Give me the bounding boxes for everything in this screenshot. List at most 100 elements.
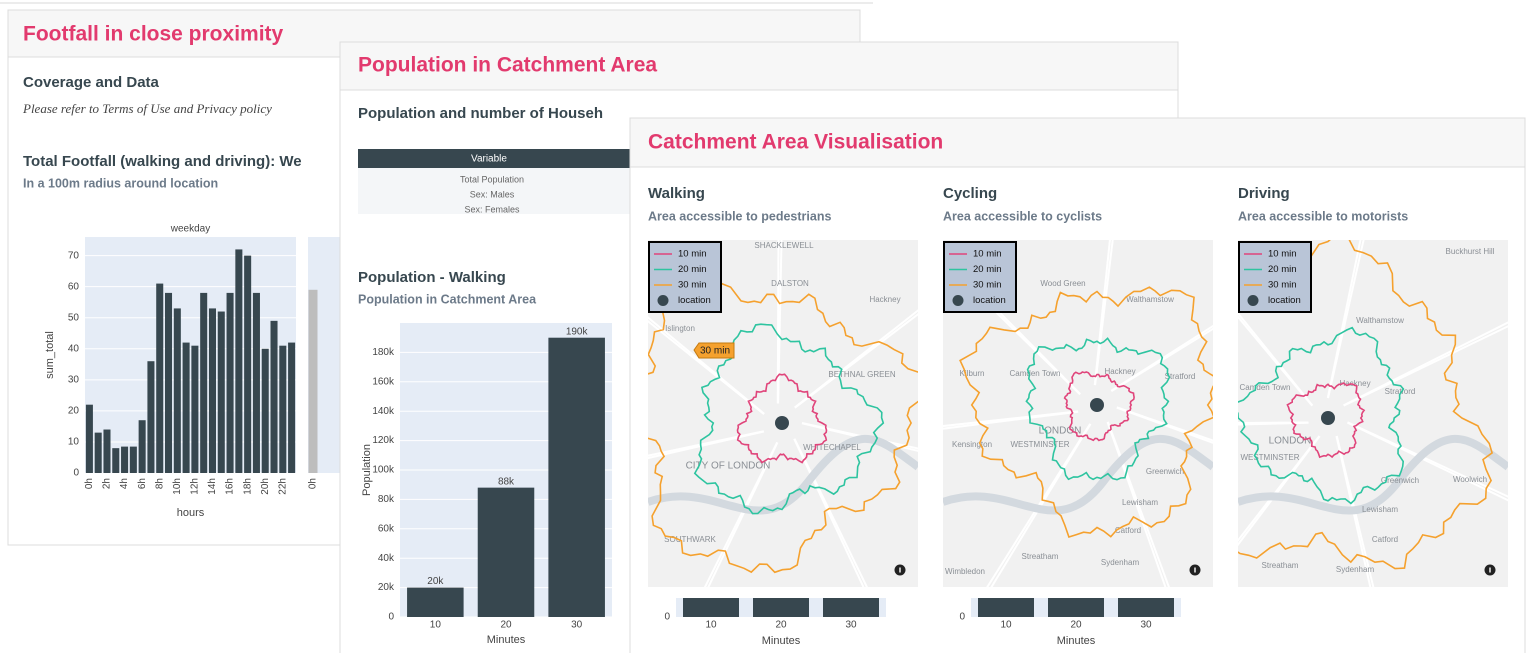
road <box>1238 315 1313 407</box>
legend-label: 20 min <box>1268 264 1297 275</box>
place-label: Islington <box>665 324 695 333</box>
bar <box>165 292 173 473</box>
place-label: LONDON <box>1039 426 1082 437</box>
place-label: Hackney <box>1104 367 1135 376</box>
place-label: Catford <box>1115 526 1141 535</box>
road <box>1327 240 1365 399</box>
place-label: Walthamstow <box>1356 316 1404 325</box>
x-tick-label: 4h <box>119 478 130 489</box>
place-label: Greenwich <box>1381 476 1419 485</box>
bar <box>244 255 252 473</box>
bar <box>477 487 535 617</box>
bar <box>279 345 287 473</box>
place-label: CITY OF LONDON <box>686 461 771 472</box>
road <box>776 240 780 404</box>
road <box>648 430 764 457</box>
place-label: Streatham <box>1022 552 1059 561</box>
x-tick-label: 0h <box>84 478 95 489</box>
place-label: WESTMINSTER <box>1240 453 1299 462</box>
place-label: Sydenham <box>1336 565 1375 574</box>
place-label: Hackney <box>869 295 900 304</box>
catchment-panel: Catchment Area Visualisation Walking Area… <box>629 117 1526 653</box>
panel-title: Population in Catchment Area <box>358 54 657 77</box>
mini-chart: 0 10 20 30 Minutes <box>664 598 886 647</box>
bar <box>226 292 234 473</box>
x-axis-label: Minutes <box>487 634 526 646</box>
y-tick-label: 80k <box>378 494 395 505</box>
road <box>943 410 1079 428</box>
x-tick-label: 20 <box>775 620 787 631</box>
isochrone <box>1286 382 1366 459</box>
plot-background <box>85 237 296 473</box>
info-icon-glyph <box>899 567 901 573</box>
location-marker <box>775 416 789 430</box>
x-tick-label: 16h <box>225 478 236 495</box>
road <box>1343 321 1508 407</box>
road <box>1326 240 1362 399</box>
bar <box>103 429 111 473</box>
place-label: LONDON <box>1269 436 1312 447</box>
map-subheading: Area accessible to pedestrians <box>648 209 831 223</box>
river <box>648 434 918 515</box>
bar <box>200 292 208 473</box>
bar <box>261 348 269 473</box>
place-label: Stratford <box>1165 372 1196 381</box>
bar <box>191 345 199 473</box>
x-tick-label: 30 <box>1140 620 1152 631</box>
x-axis-label: Minutes <box>1057 635 1096 647</box>
map-subheading: Area accessible to motorists <box>1238 209 1408 223</box>
bar <box>270 320 278 473</box>
road <box>801 422 918 452</box>
road <box>1110 327 1213 392</box>
value-label: 190k <box>566 326 589 337</box>
bar <box>753 598 809 617</box>
y-tick-label: 180k <box>372 347 395 358</box>
legend-swatch <box>952 295 964 306</box>
road <box>1116 406 1213 442</box>
road <box>1335 435 1372 587</box>
place-label: WESTMINSTER <box>1010 440 1069 449</box>
y-tick-label: 0 <box>388 612 394 623</box>
x-tick-label: 18h <box>242 478 253 495</box>
place-label: Hackney <box>1339 379 1370 388</box>
y-tick-label: 20 <box>68 406 80 417</box>
chart-subheading: Population in Catchment Area <box>358 292 537 306</box>
x-tick-label: 14h <box>207 478 218 495</box>
y-axis-label: sum_total <box>44 331 56 379</box>
road <box>1238 421 1309 426</box>
note: Please refer to Terms of Use and Privacy… <box>22 101 272 116</box>
y-tick-label: 0 <box>664 612 670 623</box>
y-tick-label: 50 <box>68 312 80 323</box>
place-label: Sydenham <box>1101 558 1140 567</box>
road <box>1238 435 1321 547</box>
tooltip-label: 30 min <box>700 346 730 357</box>
table-header <box>358 149 638 168</box>
isochrone <box>736 373 828 464</box>
x-tick-label: 8h <box>154 478 165 489</box>
bar <box>138 420 146 473</box>
mini-chart: 0 10 20 30 Minutes <box>959 598 1181 647</box>
legend-label: 30 min <box>973 280 1002 291</box>
panel-title: Catchment Area Visualisation <box>648 131 943 154</box>
place-label: WHITECHAPEL <box>803 443 861 452</box>
road <box>986 423 1092 587</box>
place-label: Lewisham <box>1362 505 1398 514</box>
x-tick-label: 22h <box>277 478 288 495</box>
x-tick-label: 10h <box>172 478 183 495</box>
place-label: Greenwich <box>1146 467 1184 476</box>
bar <box>121 446 129 473</box>
x-tick-label: 10 <box>705 620 717 631</box>
y-tick-label: 40k <box>378 553 395 564</box>
x-tick-label: 12h <box>190 478 201 495</box>
table-body <box>358 168 638 214</box>
road <box>1093 240 1111 386</box>
y-tick-label: 0 <box>959 612 965 623</box>
bar <box>217 311 225 473</box>
bar <box>182 342 190 473</box>
isochrone <box>1238 240 1494 570</box>
panel-title: Footfall in close proximity <box>23 23 284 46</box>
y-tick-label: 10 <box>68 437 80 448</box>
x-tick-label: 6h <box>137 478 148 489</box>
place-label: SHACKLEWELL <box>754 241 814 250</box>
road <box>1347 421 1508 498</box>
